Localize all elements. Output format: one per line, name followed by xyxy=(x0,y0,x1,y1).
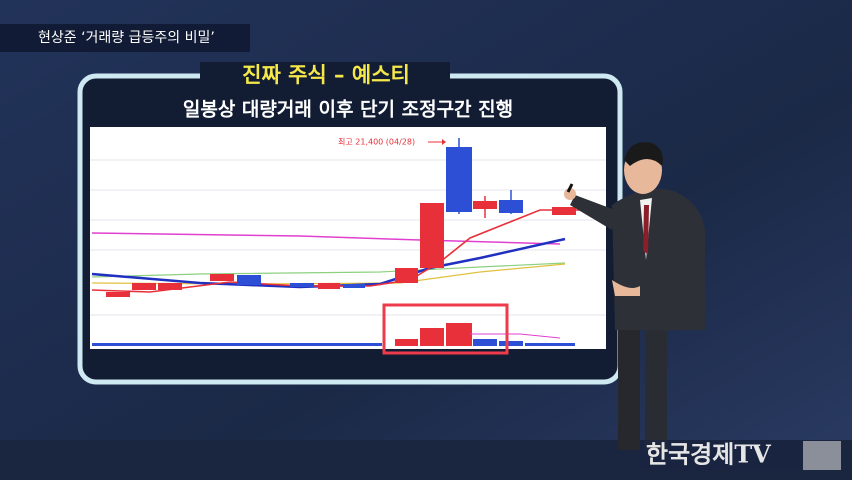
volume-bar xyxy=(473,339,497,346)
presenter-hair xyxy=(624,142,663,166)
logo: 한국경제TV xyxy=(646,440,771,469)
candle xyxy=(395,268,418,283)
volume-bar xyxy=(92,343,382,346)
caption-bar xyxy=(0,24,250,52)
volume xyxy=(92,323,575,346)
presenter-leg xyxy=(618,300,640,450)
ma-line xyxy=(91,262,566,278)
candle xyxy=(473,201,497,209)
highlight-box xyxy=(382,303,509,355)
presenter-hand xyxy=(612,280,640,296)
presenter xyxy=(564,142,705,450)
annotation-arrowhead xyxy=(442,139,446,145)
volume-bar xyxy=(525,343,575,346)
caption: 현상준 ‘거래량 급등주의 비밀’ xyxy=(38,30,215,46)
candle xyxy=(237,275,261,285)
volume-ma xyxy=(470,333,561,339)
volume-bar xyxy=(446,323,472,346)
presenter-torso xyxy=(612,189,705,330)
annotation: 최고 21,400 (04/28) xyxy=(338,137,415,147)
volume-bar xyxy=(499,341,523,346)
volume-bar xyxy=(395,339,418,346)
screen-subtitle: 일봉상 대량거래 이후 단기 조정구간 진행 xyxy=(183,99,513,121)
title-backdrop xyxy=(200,62,450,92)
candle xyxy=(420,203,444,268)
presenter-arm xyxy=(570,195,615,230)
candle xyxy=(318,283,340,289)
candle xyxy=(132,283,156,290)
candle xyxy=(210,274,234,281)
candle xyxy=(158,283,182,290)
volume-bar xyxy=(420,328,444,346)
screen-title: 진짜 주식 – 예스티 xyxy=(242,63,410,87)
presenter-leg xyxy=(645,300,667,450)
logo-box xyxy=(803,441,841,470)
candle xyxy=(446,147,472,212)
candle xyxy=(106,292,130,297)
chart-panel: 최고 21,400 (04/28) xyxy=(90,127,606,355)
ma-line xyxy=(91,232,561,245)
candle xyxy=(499,200,523,213)
logo-backdrop xyxy=(640,440,800,470)
pointer xyxy=(566,183,574,193)
presenter-tie xyxy=(643,205,649,255)
candle xyxy=(290,283,314,287)
candle xyxy=(552,207,576,215)
candle xyxy=(343,284,365,288)
candles xyxy=(106,138,576,297)
